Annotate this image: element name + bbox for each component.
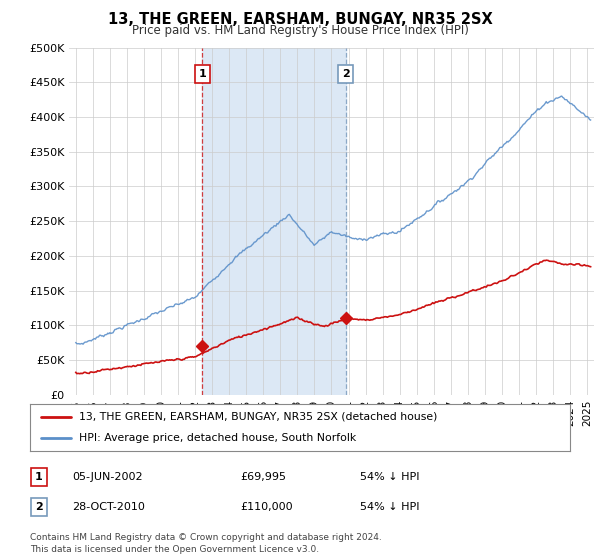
Text: 05-JUN-2002: 05-JUN-2002 <box>72 472 143 482</box>
Text: 28-OCT-2010: 28-OCT-2010 <box>72 502 145 512</box>
Text: 13, THE GREEN, EARSHAM, BUNGAY, NR35 2SX: 13, THE GREEN, EARSHAM, BUNGAY, NR35 2SX <box>107 12 493 27</box>
Text: 13, THE GREEN, EARSHAM, BUNGAY, NR35 2SX (detached house): 13, THE GREEN, EARSHAM, BUNGAY, NR35 2SX… <box>79 412 437 422</box>
Text: 2: 2 <box>35 502 43 512</box>
Text: 54% ↓ HPI: 54% ↓ HPI <box>360 502 419 512</box>
Text: HPI: Average price, detached house, South Norfolk: HPI: Average price, detached house, Sout… <box>79 433 356 444</box>
Text: Contains HM Land Registry data © Crown copyright and database right 2024.
This d: Contains HM Land Registry data © Crown c… <box>30 533 382 554</box>
Text: 1: 1 <box>199 69 206 79</box>
Text: Price paid vs. HM Land Registry's House Price Index (HPI): Price paid vs. HM Land Registry's House … <box>131 24 469 37</box>
Text: £69,995: £69,995 <box>240 472 286 482</box>
Text: £110,000: £110,000 <box>240 502 293 512</box>
Text: 54% ↓ HPI: 54% ↓ HPI <box>360 472 419 482</box>
Text: 1: 1 <box>35 472 43 482</box>
Text: 2: 2 <box>342 69 350 79</box>
Bar <box>202 48 346 395</box>
